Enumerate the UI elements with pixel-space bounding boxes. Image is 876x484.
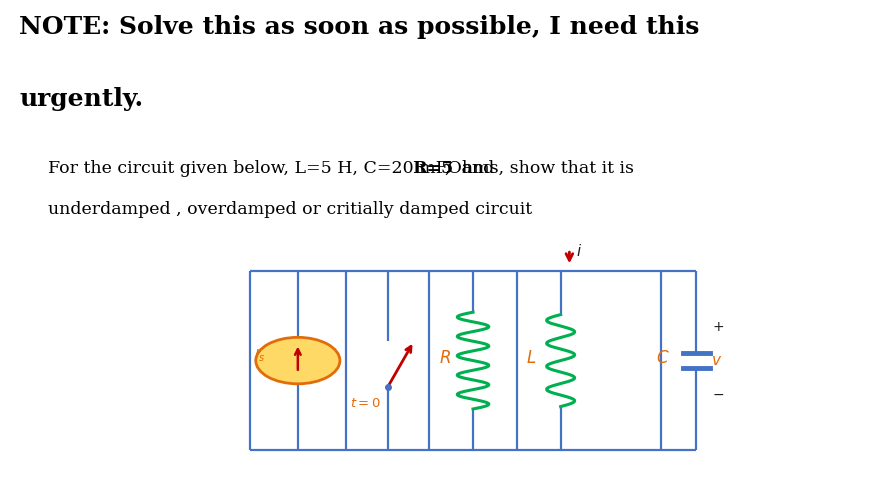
Text: NOTE: Solve this as soon as possible, I need this: NOTE: Solve this as soon as possible, I …	[19, 15, 700, 39]
Circle shape	[256, 337, 340, 384]
Text: v: v	[712, 353, 721, 368]
Text: R: R	[440, 349, 451, 367]
Text: urgently.: urgently.	[19, 87, 144, 111]
Text: $t=0$: $t=0$	[350, 397, 381, 410]
Text: −: −	[712, 388, 724, 401]
Text: underdamped , overdamped or critially damped circuit: underdamped , overdamped or critially da…	[48, 201, 533, 218]
Text: i: i	[576, 244, 581, 259]
Text: L: L	[526, 349, 536, 367]
Text: $I_s$: $I_s$	[254, 348, 265, 364]
Text: C: C	[657, 349, 668, 367]
Text: +: +	[712, 320, 724, 333]
Text: R=5: R=5	[412, 160, 453, 177]
Text: For the circuit given below, L=5 H, C=20 mF,  and: For the circuit given below, L=5 H, C=20…	[48, 160, 500, 177]
Text: Ohms, show that it is: Ohms, show that it is	[442, 160, 633, 177]
